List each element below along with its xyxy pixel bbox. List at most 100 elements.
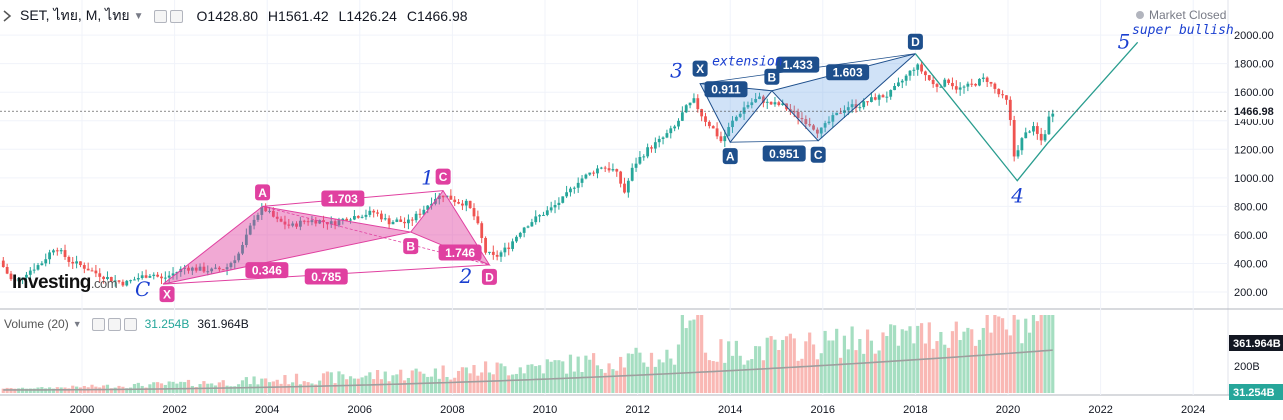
candle-body xyxy=(711,126,715,129)
open-value: O1428.80 xyxy=(196,8,259,24)
x-tick-label: 2016 xyxy=(811,404,835,416)
volume-bar xyxy=(225,385,229,393)
volume-bar xyxy=(572,371,576,393)
volume-bar xyxy=(607,363,611,393)
settings-icon[interactable] xyxy=(107,317,121,331)
volume-bar xyxy=(885,336,889,393)
candle-body xyxy=(885,96,889,98)
volume-bar xyxy=(750,359,754,393)
volume-bar xyxy=(329,372,333,393)
candle-body xyxy=(187,267,190,271)
candle-body xyxy=(395,219,399,222)
candle-body xyxy=(538,215,541,217)
candle-body xyxy=(731,120,734,128)
volume-bar xyxy=(379,379,384,393)
visibility-icon[interactable] xyxy=(153,9,167,23)
candle-body xyxy=(526,226,530,228)
x-tick-label: 2006 xyxy=(348,404,372,416)
symbol-label[interactable]: SET, ไทย, M, ไทย xyxy=(20,7,130,23)
candle-body xyxy=(680,112,684,121)
candle-body xyxy=(993,83,997,89)
volume-bar xyxy=(599,369,603,393)
candle-body xyxy=(241,245,244,254)
volume-bar xyxy=(1020,343,1024,393)
candle-body xyxy=(970,83,974,85)
candle-body xyxy=(966,83,970,87)
candle-body xyxy=(603,167,607,169)
c-wave-annotation: C xyxy=(135,277,150,301)
visibility-icon[interactable] xyxy=(91,317,105,331)
volume-bar xyxy=(487,372,492,393)
candle-body xyxy=(349,219,352,221)
volume-bar xyxy=(692,319,696,393)
settings-icon[interactable] xyxy=(169,9,183,23)
volume-bar xyxy=(711,361,715,393)
volume-bar xyxy=(221,380,225,393)
candle-body xyxy=(958,87,962,90)
blue-ratio-label-bg xyxy=(762,145,806,162)
candle-body xyxy=(387,218,391,225)
candle-body xyxy=(893,85,896,91)
candle-body xyxy=(707,121,711,127)
candle-body xyxy=(237,253,241,261)
candle-body xyxy=(279,218,283,222)
candle-body xyxy=(67,256,71,262)
volume-bar xyxy=(927,322,931,393)
candle-body xyxy=(815,129,819,134)
candle-body xyxy=(217,267,221,270)
candle-body xyxy=(9,273,13,280)
volume-bar xyxy=(973,345,978,393)
candle-body xyxy=(298,220,302,227)
candle-body xyxy=(140,275,144,279)
candle-body xyxy=(183,267,187,269)
candle-body xyxy=(480,223,484,238)
candle-body xyxy=(206,271,210,273)
low-value: L1426.24 xyxy=(338,8,397,24)
last-price-tag-bg xyxy=(1229,103,1283,120)
volume-bar xyxy=(584,355,588,393)
market-closed-dot-icon xyxy=(1136,11,1144,19)
candle-body xyxy=(839,112,842,114)
candle-body xyxy=(491,251,495,255)
volume-bar xyxy=(244,377,248,393)
candle-body xyxy=(584,174,588,179)
candle-body xyxy=(453,199,457,203)
volume-bar xyxy=(283,375,287,393)
candle-body xyxy=(229,263,233,268)
dropdown-icon[interactable]: ▼ xyxy=(72,319,82,329)
candle-body xyxy=(322,220,325,222)
dropdown-icon[interactable]: ▼ xyxy=(133,10,144,22)
volume-bar xyxy=(615,370,619,393)
candle-body xyxy=(484,237,487,253)
volume-bar xyxy=(835,328,839,393)
volume-bar xyxy=(565,373,569,393)
candle-body xyxy=(113,280,117,282)
volume-bar xyxy=(715,361,719,393)
volume-label[interactable]: Volume (20) xyxy=(4,317,69,331)
collapse-arrow-icon[interactable] xyxy=(2,10,12,22)
candle-body xyxy=(21,277,24,279)
candle-body xyxy=(414,213,418,221)
candle-body xyxy=(341,218,345,221)
candle-body xyxy=(719,136,723,142)
volume-bar xyxy=(1047,315,1051,393)
close-icon[interactable] xyxy=(123,317,137,331)
blue-point-label: B xyxy=(768,70,777,84)
candle-body xyxy=(152,274,156,276)
x-tick-label: 2000 xyxy=(70,404,94,416)
candle-body xyxy=(939,86,943,88)
pink-point-label: D xyxy=(485,270,494,284)
volume-bar xyxy=(703,352,708,393)
candle-body xyxy=(426,205,430,210)
candle-body xyxy=(522,227,526,233)
volume-bar xyxy=(858,338,862,393)
wave-5-annotation: 5 xyxy=(1118,29,1131,53)
candle-body xyxy=(1043,134,1047,141)
candle-body xyxy=(98,273,102,277)
volume-bar xyxy=(958,340,962,393)
volume-bar xyxy=(823,330,827,393)
blue-ratio-label-bg xyxy=(704,81,748,98)
candle-body xyxy=(133,279,136,281)
